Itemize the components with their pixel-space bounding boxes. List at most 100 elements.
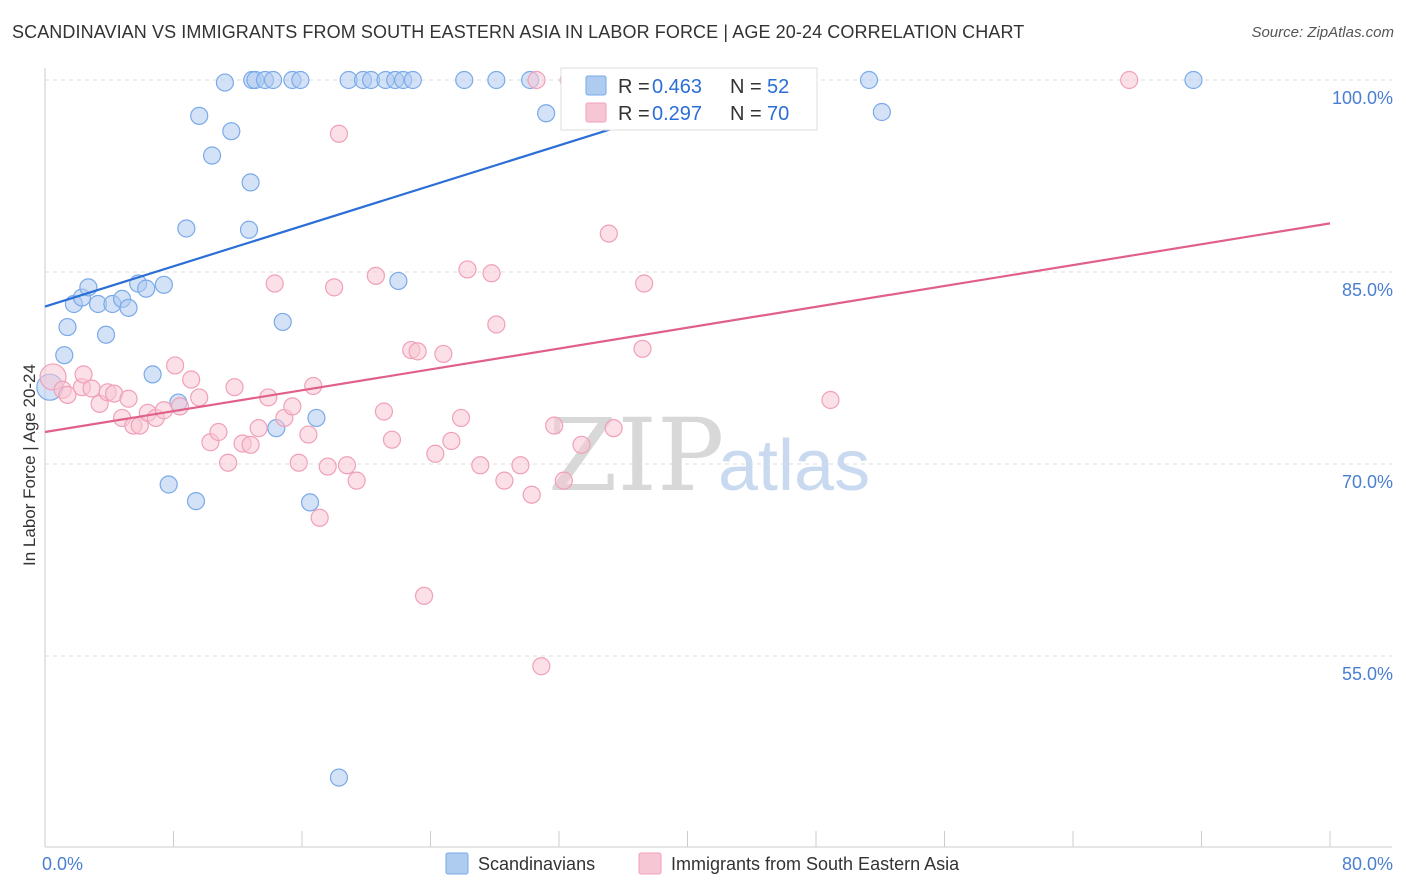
data-point xyxy=(289,453,308,472)
data-point xyxy=(458,260,477,279)
gridlines xyxy=(45,79,1392,657)
data-point xyxy=(403,70,422,90)
watermark: ZIP atlas xyxy=(548,397,870,514)
data-point xyxy=(604,419,623,438)
data-point xyxy=(82,379,101,398)
bottom-legend-swatch-scandinavians xyxy=(445,852,469,875)
data-point xyxy=(329,768,349,787)
data-point xyxy=(635,274,654,293)
data-point xyxy=(190,388,209,407)
data-point xyxy=(58,317,77,337)
data-point xyxy=(872,102,891,122)
data-point xyxy=(209,422,228,442)
data-point xyxy=(511,456,530,475)
legend-r-label: R = xyxy=(618,76,650,98)
data-point xyxy=(382,430,402,449)
watermark-atlas: atlas xyxy=(718,426,870,506)
legend-r-value-immigrants: 0.297 xyxy=(652,103,702,125)
trend-line xyxy=(44,222,1331,434)
data-point xyxy=(545,416,564,435)
data-point xyxy=(495,471,514,490)
y-axis-label: In Labor Force | Age 20-24 xyxy=(20,364,39,566)
data-point xyxy=(177,219,196,238)
data-point xyxy=(426,444,445,463)
data-point xyxy=(318,457,337,476)
data-point xyxy=(487,315,506,334)
data-point xyxy=(143,365,162,384)
legend-n-value-scandinavians: 52 xyxy=(767,76,789,98)
data-point xyxy=(273,312,292,332)
data-point xyxy=(58,385,77,404)
data-point xyxy=(337,456,357,475)
data-point xyxy=(239,220,259,239)
data-point xyxy=(182,370,201,389)
data-point xyxy=(154,275,173,294)
legend-r-value-scandinavians: 0.463 xyxy=(652,76,702,98)
data-point xyxy=(310,508,329,527)
y-tick-label: 100.0% xyxy=(1332,88,1393,108)
data-point xyxy=(265,274,284,293)
data-point xyxy=(186,492,206,511)
data-point xyxy=(527,70,546,90)
data-point xyxy=(471,456,490,475)
stats-legend: R = 0.463 N = 52 R = 0.297 N = 70 xyxy=(560,67,818,131)
y-tick-label: 55.0% xyxy=(1342,664,1393,684)
data-point xyxy=(482,264,501,283)
data-point xyxy=(532,657,551,676)
series-immigrants-se-asia xyxy=(39,70,1139,676)
data-point xyxy=(96,325,116,344)
data-point xyxy=(263,70,283,90)
data-point xyxy=(119,298,138,317)
data-point xyxy=(283,397,302,416)
data-point xyxy=(304,376,323,396)
bottom-legend-swatch-immigrants xyxy=(638,852,662,875)
x-tick-label: 80.0% xyxy=(1342,854,1393,874)
data-point xyxy=(119,389,138,408)
bottom-legend-label-scandinavians: Scandinavians xyxy=(478,854,595,874)
data-point xyxy=(537,104,556,123)
data-point xyxy=(414,586,434,605)
x-tick-label: 0.0% xyxy=(42,854,83,874)
data-point xyxy=(249,419,268,438)
data-point xyxy=(633,339,652,358)
bottom-legend: Scandinavians Immigrants from South East… xyxy=(445,852,960,875)
data-point xyxy=(572,435,591,454)
data-point xyxy=(222,122,241,141)
data-point xyxy=(821,390,840,410)
legend-n-label: N = xyxy=(730,76,762,98)
data-point xyxy=(159,475,178,494)
axes xyxy=(44,68,1392,848)
data-point xyxy=(55,346,74,365)
source-credit: Source: ZipAtlas.com xyxy=(1251,24,1394,41)
data-point xyxy=(347,471,366,490)
data-point xyxy=(554,471,573,490)
data-point xyxy=(190,106,209,125)
data-point xyxy=(202,146,222,165)
data-point xyxy=(215,73,234,92)
data-point xyxy=(599,224,618,243)
data-point xyxy=(329,124,349,143)
data-point xyxy=(307,408,326,428)
data-point xyxy=(219,453,238,472)
legend-swatch-scandinavians xyxy=(585,75,607,96)
data-point xyxy=(170,397,190,416)
data-point xyxy=(74,365,93,384)
data-point xyxy=(241,173,260,192)
data-point xyxy=(442,431,461,451)
data-point xyxy=(1120,70,1139,90)
data-point xyxy=(154,401,173,420)
data-point xyxy=(487,70,506,90)
data-point xyxy=(374,402,394,421)
data-point xyxy=(291,70,310,90)
data-point xyxy=(389,271,408,291)
data-point xyxy=(325,278,344,297)
data-point xyxy=(1184,70,1203,90)
data-point xyxy=(225,378,244,397)
data-point xyxy=(455,70,474,90)
y-tick-label: 70.0% xyxy=(1342,472,1393,492)
data-point xyxy=(166,356,185,375)
data-point xyxy=(408,342,427,361)
data-point xyxy=(300,493,320,512)
legend-n-value-immigrants: 70 xyxy=(767,103,789,125)
